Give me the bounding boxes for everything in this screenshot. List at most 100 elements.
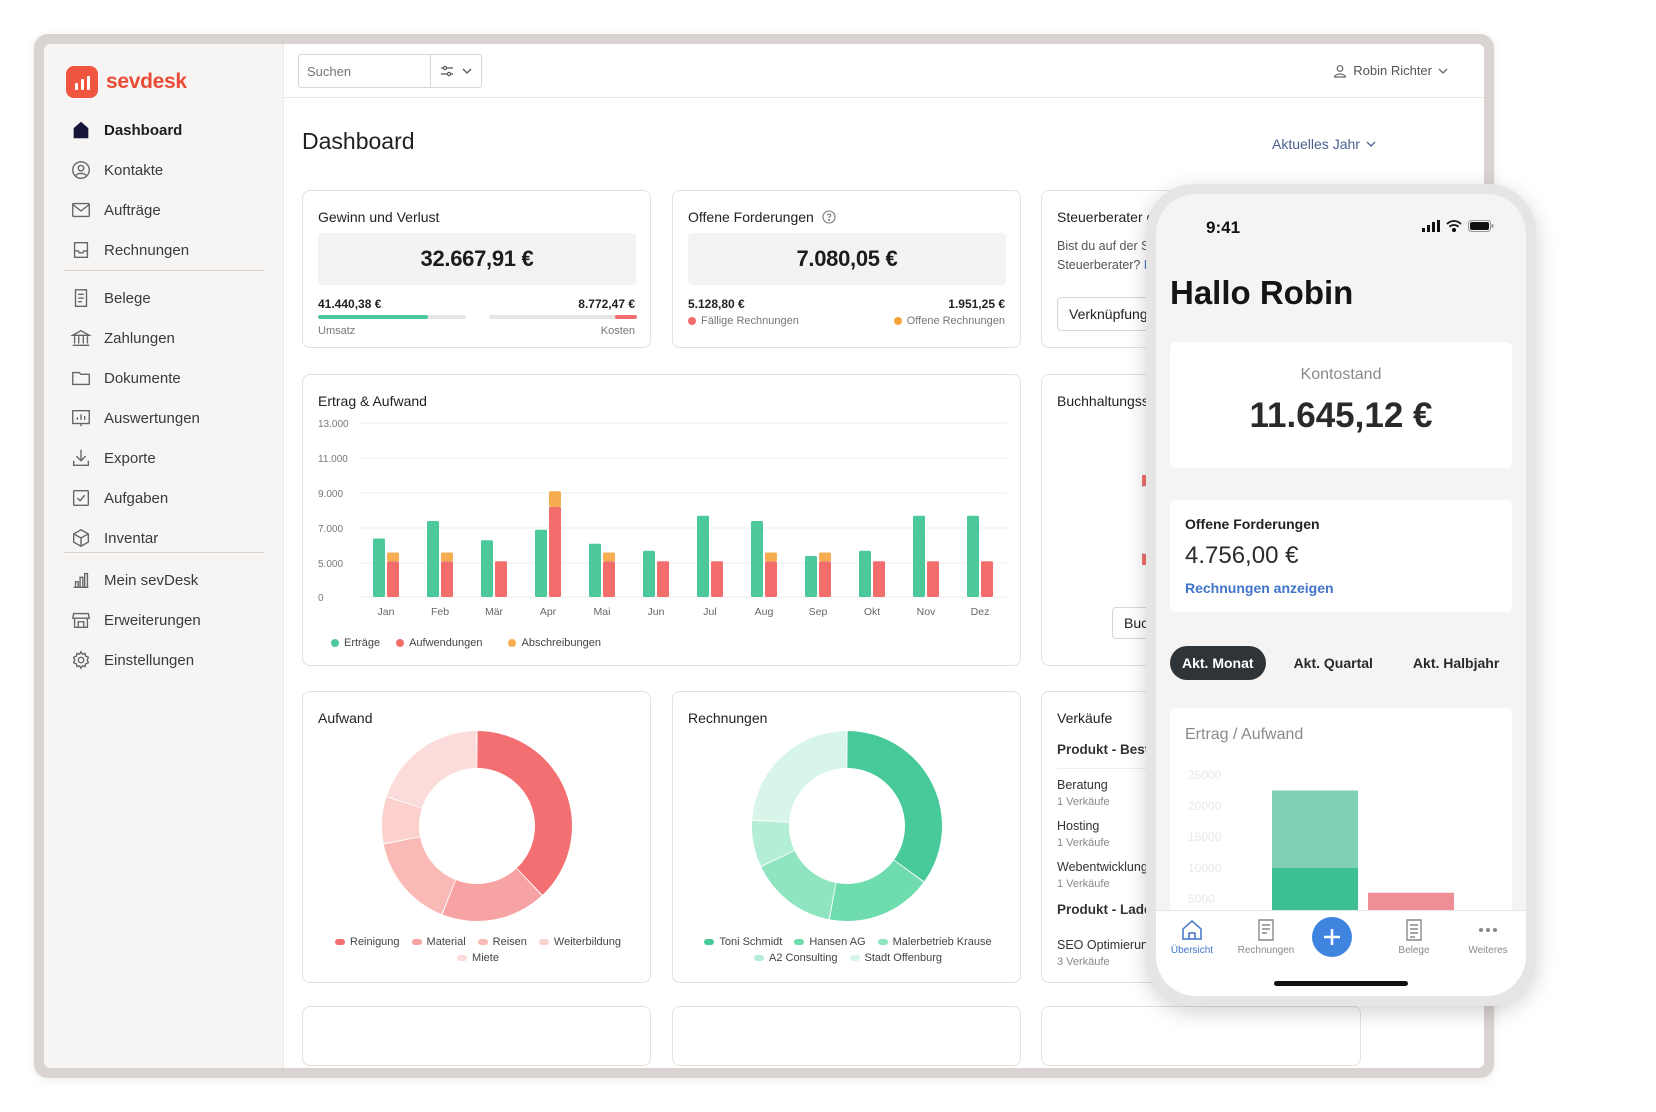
tab-halfyear[interactable]: Akt. Halbjahr xyxy=(1412,655,1500,671)
bar-ertraege[interactable] xyxy=(589,543,601,597)
bar-abschreibungen[interactable] xyxy=(603,552,615,562)
phone-period-tabs: Akt. Monat Akt. Quartal Akt. Halbjahr xyxy=(1170,646,1511,680)
sidebar-nav-secondary: Belege Zahlungen Dokumente Auswertungen … xyxy=(70,278,270,558)
x-tick-label: Jun xyxy=(648,606,665,618)
bar-ertraege[interactable] xyxy=(373,538,385,598)
donut-slice-a2-consulting[interactable] xyxy=(752,820,795,866)
y-tick-label: 7.000 xyxy=(318,524,343,535)
bar-ertraege[interactable] xyxy=(535,529,547,597)
bar-aufwendungen[interactable] xyxy=(549,507,561,597)
y-tick-label: 5.000 xyxy=(318,559,343,570)
nav-belege[interactable]: Belege xyxy=(1382,919,1446,956)
sidebar-item-belege[interactable]: Belege xyxy=(70,278,270,318)
bar-aufwendungen[interactable] xyxy=(873,561,885,597)
battery-icon xyxy=(1468,220,1494,232)
legend-item: Reinigung xyxy=(335,936,400,948)
tab-quarter[interactable]: Akt. Quartal xyxy=(1293,655,1373,671)
bar-ertraege[interactable] xyxy=(967,515,979,597)
help-icon[interactable] xyxy=(822,210,836,224)
open-label: Offene Rechnungen xyxy=(893,315,1005,327)
topbar: Robin Richter xyxy=(284,44,1484,98)
phone-status-bar xyxy=(1422,220,1494,232)
add-button[interactable] xyxy=(1312,917,1352,957)
bar-abschreibungen[interactable] xyxy=(387,552,399,562)
nav-label: Weiteres xyxy=(1468,945,1508,956)
bar-ertraege[interactable] xyxy=(427,521,439,597)
bar-abschreibungen[interactable] xyxy=(819,552,831,562)
bar-aufwendungen[interactable] xyxy=(441,561,453,597)
search-input[interactable] xyxy=(298,54,430,88)
home-icon xyxy=(73,121,89,139)
due-label-text: Fällige Rechnungen xyxy=(701,315,799,327)
bar-ertraege[interactable] xyxy=(643,550,655,597)
bar-ertraege[interactable] xyxy=(751,521,763,597)
x-tick-label: Apr xyxy=(540,606,557,618)
logo[interactable]: sevdesk xyxy=(66,66,187,98)
legend-item: Hansen AG xyxy=(794,936,866,948)
bar-aufwendungen[interactable] xyxy=(981,561,993,597)
sidebar-item-kontakte[interactable]: Kontakte xyxy=(70,150,270,190)
sidebar-item-aufgaben[interactable]: Aufgaben xyxy=(70,478,270,518)
bar-abschreibungen[interactable] xyxy=(549,491,561,507)
bar-abschreibungen[interactable] xyxy=(441,552,453,562)
x-tick-label: Nov xyxy=(917,606,936,618)
y-tick-label: 20000 xyxy=(1188,799,1222,813)
sidebar-item-mein-sevdesk[interactable]: Mein sevDesk xyxy=(70,560,270,600)
donut-slice-material[interactable] xyxy=(442,868,542,921)
donut-slice-weiterbildung[interactable] xyxy=(382,797,422,844)
sidebar-item-auswertungen[interactable]: Auswertungen xyxy=(70,398,270,438)
bar-ertraege[interactable] xyxy=(481,540,493,597)
nav-rechnungen[interactable]: Rechnungen xyxy=(1234,919,1298,956)
period-selector[interactable]: Aktuelles Jahr xyxy=(1272,136,1376,152)
donut-slice-hansen-ag[interactable] xyxy=(829,860,924,921)
bar-aufwendungen[interactable] xyxy=(819,561,831,597)
y-tick-label: 25000 xyxy=(1188,768,1222,782)
partial-card xyxy=(672,1006,1021,1066)
legend-item: Aufwendungen xyxy=(396,637,482,649)
user-menu[interactable]: Robin Richter xyxy=(1333,63,1448,78)
sidebar-item-erweiterungen[interactable]: Erweiterungen xyxy=(70,600,270,640)
bar-aufwendungen[interactable] xyxy=(927,561,939,597)
bar-aufwendungen[interactable] xyxy=(765,561,777,597)
bar-ertraege[interactable] xyxy=(859,550,871,597)
sales-item-name: SEO Optimierung xyxy=(1057,938,1155,952)
sidebar-item-exporte[interactable]: Exporte xyxy=(70,438,270,478)
donut-slice-reisen[interactable] xyxy=(383,837,456,915)
card-title: Aufwand xyxy=(318,710,373,726)
bar-abschreibungen[interactable] xyxy=(765,552,777,562)
nav-uebersicht[interactable]: Übersicht xyxy=(1160,919,1224,956)
x-tick-label: Mär xyxy=(485,606,504,618)
donut-slice-stadt-offenburg[interactable] xyxy=(752,731,847,823)
sidebar-item-inventar[interactable]: Inventar xyxy=(70,518,270,558)
sidebar-item-auftraege[interactable]: Aufträge xyxy=(70,190,270,230)
card-title: Buchhaltungssc xyxy=(1057,393,1156,409)
sidebar-item-rechnungen[interactable]: Rechnungen xyxy=(70,230,270,270)
bar-ertraege[interactable] xyxy=(697,515,709,597)
card-title: Rechnungen xyxy=(688,710,768,726)
sidebar-item-einstellungen[interactable]: Einstellungen xyxy=(70,640,270,680)
donut-slice-miete[interactable] xyxy=(386,731,477,808)
y-tick-label: 0 xyxy=(318,593,324,604)
nav-weiteres[interactable]: Weiteres xyxy=(1456,919,1520,956)
bar-ertrag-light[interactable] xyxy=(1272,790,1358,869)
bar-aufwendungen[interactable] xyxy=(711,561,723,597)
income-expense-chart: 0 5.000 7.000 9.000 11.000 13.000 Jan Feb Mär Apr… xyxy=(318,419,1007,618)
bar-ertraege[interactable] xyxy=(913,515,925,597)
donut-slice-toni-schmidt[interactable] xyxy=(847,731,942,882)
show-invoices-link[interactable]: Rechnungen anzeigen xyxy=(1185,580,1334,596)
bar-aufwendungen[interactable] xyxy=(603,561,615,597)
bar-aufwendungen[interactable] xyxy=(657,561,669,597)
y-tick-label: 13.000 xyxy=(318,419,349,430)
bar-aufwendungen[interactable] xyxy=(387,561,399,597)
sidebar-item-dashboard[interactable]: Dashboard xyxy=(70,110,270,150)
bar-aufwendungen[interactable] xyxy=(495,561,507,597)
tab-month[interactable]: Akt. Monat xyxy=(1170,646,1266,680)
sidebar-item-dokumente[interactable]: Dokumente xyxy=(70,358,270,398)
donut-slice-malerbetrieb-krause[interactable] xyxy=(761,851,836,920)
sidebar-item-zahlungen[interactable]: Zahlungen xyxy=(70,318,270,358)
filter-button[interactable] xyxy=(430,54,482,88)
donut-slice-reinigung[interactable] xyxy=(477,731,572,895)
phone-chart-title: Ertrag / Aufwand xyxy=(1185,726,1304,743)
legend-item: Miete xyxy=(457,952,499,964)
bar-ertraege[interactable] xyxy=(805,556,817,597)
